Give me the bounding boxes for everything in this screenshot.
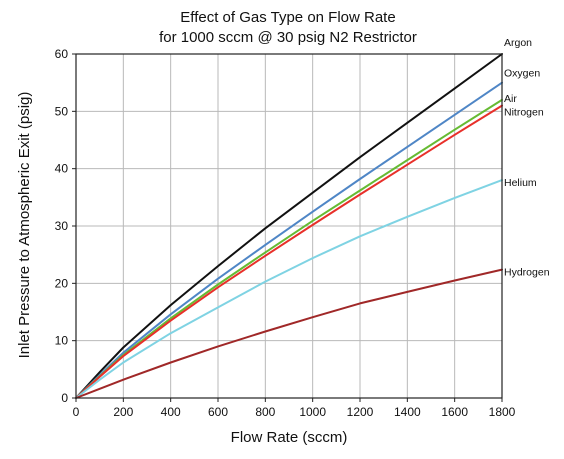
- series-label-hydrogen: Hydrogen: [504, 267, 550, 279]
- series-label-helium: Helium: [504, 177, 537, 189]
- x-tick-label: 1000: [299, 405, 326, 419]
- chart-title: Effect of Gas Type on Flow Rate: [180, 9, 395, 26]
- series-label-argon: Argon: [504, 37, 532, 49]
- series-line-oxygen: [75, 81, 503, 399]
- series-label-oxygen: Oxygen: [504, 68, 540, 80]
- chart-subtitle: for 1000 sccm @ 30 psig N2 Restrictor: [159, 29, 417, 46]
- grid-lines: [75, 53, 503, 399]
- x-tick-label: 1200: [347, 405, 374, 419]
- series-lines: [75, 53, 503, 399]
- series-line-argon: [75, 53, 503, 399]
- x-tick-label: 600: [208, 405, 228, 419]
- x-tick-label: 400: [161, 405, 181, 419]
- x-tick-label: 800: [255, 405, 275, 419]
- series-line-hydrogen: [75, 268, 503, 399]
- x-axis-label: Flow Rate (sccm): [231, 429, 348, 446]
- x-tick-label: 1800: [489, 405, 516, 419]
- axis-ticks: 0 200 400 600 800 1000 1200 1400 1600 1800 0 10 20 30…: [55, 47, 516, 419]
- x-tick-label: 0: [73, 405, 80, 419]
- series-labels: Argon Oxygen Air Nitrogen Helium Hydrogen: [504, 37, 550, 279]
- y-tick-label: 40: [55, 162, 69, 176]
- x-tick-label: 1600: [441, 405, 468, 419]
- x-tick-label: 1400: [394, 405, 421, 419]
- y-tick-label: 0: [61, 391, 68, 405]
- series-label-air: Air: [504, 93, 517, 105]
- y-axis-label: Inlet Pressure to Atmospheric Exit (psig…: [16, 92, 33, 359]
- series-label-nitrogen: Nitrogen: [504, 107, 544, 119]
- series-line-helium: [75, 179, 503, 399]
- x-tick-label: 200: [113, 405, 133, 419]
- y-tick-label: 60: [55, 47, 69, 61]
- y-tick-label: 20: [55, 276, 69, 290]
- y-tick-label: 10: [55, 334, 69, 348]
- y-tick-label: 50: [55, 104, 69, 118]
- y-tick-label: 30: [55, 219, 69, 233]
- series-line-nitrogen: [75, 104, 503, 399]
